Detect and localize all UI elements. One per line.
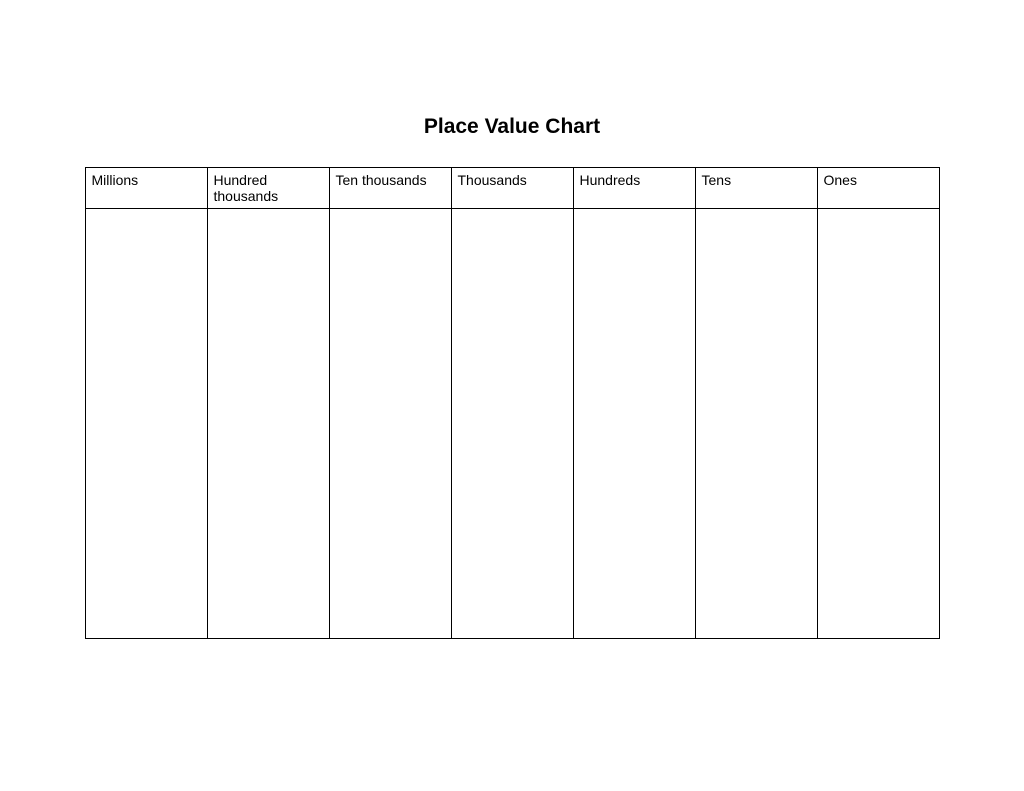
cell-hundreds — [573, 209, 695, 639]
column-header-hundreds: Hundreds — [573, 168, 695, 209]
table-row — [85, 209, 939, 639]
column-header-thousands: Thousands — [451, 168, 573, 209]
cell-hundred-thousands — [207, 209, 329, 639]
place-value-table: Millions Hundred thousands Ten thousands… — [85, 167, 940, 639]
column-header-tens: Tens — [695, 168, 817, 209]
column-header-ones: Ones — [817, 168, 939, 209]
cell-ones — [817, 209, 939, 639]
cell-ten-thousands — [329, 209, 451, 639]
place-value-table-container: Millions Hundred thousands Ten thousands… — [85, 167, 940, 639]
column-header-millions: Millions — [85, 168, 207, 209]
table-header-row: Millions Hundred thousands Ten thousands… — [85, 168, 939, 209]
cell-thousands — [451, 209, 573, 639]
column-header-ten-thousands: Ten thousands — [329, 168, 451, 209]
column-header-hundred-thousands: Hundred thousands — [207, 168, 329, 209]
cell-millions — [85, 209, 207, 639]
chart-title: Place Value Chart — [0, 115, 1024, 139]
cell-tens — [695, 209, 817, 639]
